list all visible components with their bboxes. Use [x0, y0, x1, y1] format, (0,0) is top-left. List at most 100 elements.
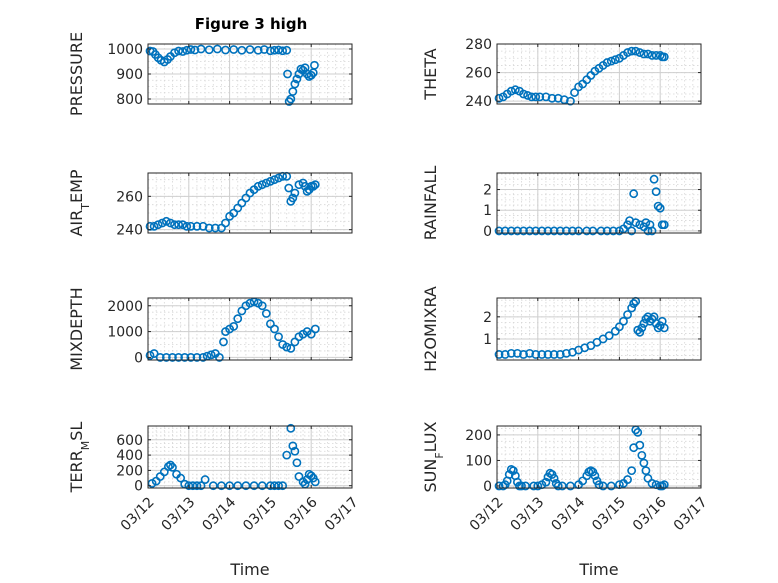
- y-tick-label: 2: [483, 310, 492, 326]
- x-tick-label: 03/13: [159, 494, 199, 534]
- series-markers: [147, 423, 320, 491]
- data-point: [274, 481, 283, 491]
- data-point: [500, 350, 510, 359]
- data-point: [553, 481, 563, 491]
- subplot-1: 800 900 1000 PRESSURE: [67, 32, 353, 116]
- data-point: [210, 223, 220, 233]
- series-markers: [494, 46, 669, 106]
- data-point: [535, 92, 545, 102]
- subplot-6: 1 2 H2OMIXRA: [421, 286, 702, 372]
- figure-title: Figure 3 high: [195, 15, 308, 33]
- y-tick-label: 280: [465, 37, 492, 53]
- data-point: [161, 353, 171, 362]
- data-point: [245, 45, 255, 54]
- y-tick-label: 2000: [107, 299, 143, 315]
- data-point: [566, 96, 575, 106]
- data-point: [178, 47, 188, 56]
- data-point: [221, 45, 230, 55]
- y-tick-label: 0: [483, 479, 492, 495]
- y-tick-label: 1: [483, 332, 492, 348]
- subplot-2: 240 260 280 THETA: [421, 37, 702, 110]
- data-point: [647, 226, 657, 236]
- data-point: [270, 175, 279, 185]
- data-point: [635, 440, 645, 450]
- data-point: [163, 462, 173, 471]
- data-point: [643, 49, 653, 59]
- data-point: [294, 472, 304, 481]
- data-point: [233, 481, 243, 491]
- data-point: [212, 44, 222, 54]
- data-point: [186, 353, 196, 362]
- y-tick-label: 100: [465, 453, 492, 469]
- data-point: [174, 353, 183, 362]
- y-tick-label: 240: [465, 94, 492, 110]
- series-markers: [494, 174, 669, 236]
- data-point: [494, 226, 504, 236]
- data-point: [637, 323, 647, 333]
- subplot-5: 0 1000 2000 MIXDEPTH: [67, 287, 353, 371]
- data-point: [531, 92, 541, 102]
- axes-frame: [496, 43, 702, 105]
- data-point: [651, 187, 661, 197]
- data-point: [170, 48, 179, 58]
- data-point: [249, 481, 259, 491]
- x-tick-label: 03/15: [240, 494, 280, 534]
- data-point: [270, 45, 279, 55]
- y-tick-label: 240: [116, 223, 143, 239]
- y-axis-label: SUNFLUX: [421, 421, 446, 492]
- data-point: [219, 337, 228, 347]
- y-tick-label: 200: [116, 463, 143, 479]
- data-point: [561, 348, 571, 358]
- data-point: [541, 477, 551, 487]
- data-point: [653, 323, 663, 333]
- data-point: [170, 220, 179, 230]
- data-point: [286, 423, 296, 433]
- data-point: [241, 481, 251, 491]
- y-axis-label: AIRTEMP: [67, 169, 92, 236]
- data-point: [253, 45, 263, 55]
- axes-frame: [496, 297, 702, 361]
- y-tick-label: 1: [483, 203, 492, 219]
- data-point: [233, 314, 243, 324]
- data-point: [174, 220, 183, 230]
- data-point: [265, 176, 275, 186]
- data-point: [225, 481, 234, 491]
- data-point: [574, 226, 583, 236]
- y-tick-label: 1000: [107, 42, 143, 58]
- data-point: [631, 46, 641, 56]
- y-axis-label: THETA: [421, 48, 440, 100]
- data-point: [278, 481, 288, 491]
- data-point: [590, 471, 600, 481]
- subplot-3: 240 260 AIRTEMP: [67, 169, 353, 239]
- data-point: [308, 181, 318, 191]
- data-point: [582, 226, 592, 236]
- data-point: [286, 343, 296, 353]
- y-tick-label: 900: [116, 67, 143, 83]
- data-point: [282, 45, 292, 55]
- data-point: [615, 322, 624, 332]
- x-tick-label: 03/15: [589, 494, 629, 534]
- data-point: [537, 350, 547, 359]
- data-point: [186, 45, 196, 54]
- data-point: [204, 223, 214, 233]
- data-point: [159, 467, 169, 477]
- y-axis-label: TERRMSL: [67, 422, 92, 494]
- data-point: [257, 481, 267, 491]
- data-point: [149, 349, 159, 358]
- data-point: [229, 322, 239, 331]
- data-point: [629, 299, 639, 308]
- y-tick-label: 600: [116, 433, 143, 449]
- data-point: [265, 46, 275, 56]
- x-tick-label: 03/16: [281, 494, 321, 534]
- data-point: [155, 353, 165, 362]
- data-point: [525, 348, 535, 358]
- data-point: [186, 221, 196, 231]
- y-tick-label: 260: [116, 189, 143, 205]
- data-point: [639, 458, 649, 468]
- data-point: [178, 220, 188, 230]
- y-tick-label: 1000: [107, 325, 143, 341]
- data-point: [265, 481, 275, 491]
- data-point: [659, 323, 669, 333]
- data-point: [310, 60, 319, 70]
- series-markers: [494, 425, 669, 491]
